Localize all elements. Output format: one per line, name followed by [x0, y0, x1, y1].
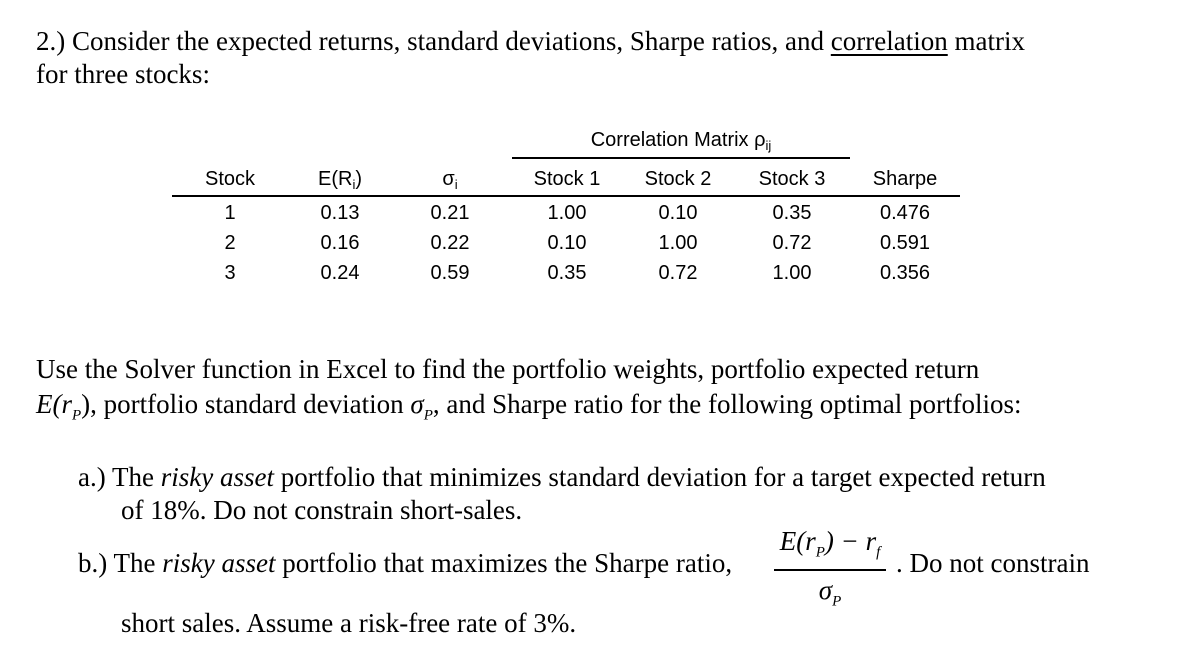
sigma-sub: P [423, 407, 433, 424]
row-2-corr-1: 0.10 [547, 232, 587, 254]
expected-return-math: E(rP [36, 389, 81, 423]
row-1-stock: 1 [224, 202, 236, 224]
part-b-label: b.) [78, 548, 108, 578]
instructions-end: , and Sharpe ratio for the following opt… [432, 389, 1022, 419]
part-a-label: a.) [78, 462, 106, 492]
row-1-sharpe: 0.476 [879, 202, 931, 224]
instructions-mid: , portfolio standard deviation [90, 389, 411, 419]
er-sub: i [352, 177, 356, 192]
instructions-line-2: E(rP), portfolio standard deviation σP, … [36, 388, 1022, 432]
row-2-er: 0.16 [320, 232, 360, 254]
row-2-sd: 0.22 [430, 232, 470, 254]
er-math-text: E(r [36, 389, 72, 419]
part-b-pre: The [113, 548, 163, 578]
num-er-sub: P [815, 544, 825, 561]
fraction-denominator: σP [774, 575, 886, 616]
row-1-corr-1: 1.00 [547, 202, 587, 224]
row-1-corr-2: 0.10 [658, 202, 698, 224]
part-a-post: portfolio that minimizes standard deviat… [273, 462, 1046, 492]
problem-intro-line-2: for three stocks: [36, 59, 210, 89]
sigma-sub: i [454, 177, 458, 192]
row-3-corr-1: 0.35 [547, 262, 587, 284]
fraction-bar [774, 569, 886, 572]
er-suffix: ) [355, 168, 362, 190]
er-math-close: ) [81, 389, 91, 419]
part-b-line-2: short sales. Assume a risk-free rate of … [121, 608, 577, 638]
sharpe-ratio-fraction: E(rP) − rf σP [774, 526, 886, 617]
sigma-label: σ [442, 168, 455, 190]
header-rule [172, 195, 960, 197]
col-header-stock-1: Stock 1 [533, 168, 601, 190]
den-sigma: σ [818, 575, 833, 606]
problem-number: 2.) [36, 26, 66, 56]
row-1-sd: 0.21 [430, 202, 470, 224]
part-a-line-1: a.) The risky asset portfolio that minim… [78, 461, 1046, 494]
correlation-matrix-label: Correlation Matrix ρ [590, 129, 766, 151]
intro-text: Consider the expected returns, standard … [72, 26, 831, 56]
part-b-italic: risky asset [162, 548, 276, 578]
num-er: E(r [779, 526, 816, 556]
intro-text-end: matrix [947, 26, 1025, 56]
rho-subscript: ij [765, 138, 772, 153]
row-3-corr-2: 0.72 [658, 262, 698, 284]
fraction-numerator: E(rP) − rf [774, 526, 886, 567]
col-header-sharpe: Sharpe [872, 168, 938, 190]
sigma-text: σ [410, 389, 424, 419]
sigma-p-math: σP [410, 389, 433, 423]
part-a-italic: risky asset [160, 462, 274, 492]
row-1-corr-3: 0.35 [772, 202, 812, 224]
part-b-line-1: b.) The risky asset portfolio that maxim… [78, 547, 732, 580]
row-3-er: 0.24 [320, 262, 360, 284]
er-math-sub: P [72, 407, 82, 424]
row-2-corr-3: 0.72 [772, 232, 812, 254]
row-1-er: 0.13 [320, 202, 360, 224]
correlation-underlined: correlation [830, 26, 948, 56]
row-3-sd: 0.59 [430, 262, 470, 284]
row-2-sharpe: 0.591 [879, 232, 931, 254]
instructions-line-1: Use the Solver function in Excel to find… [36, 354, 980, 384]
part-a-line-2: of 18%. Do not constrain short-sales. [121, 495, 523, 525]
correlation-header-rule [512, 157, 850, 159]
row-3-corr-3: 1.00 [772, 262, 812, 284]
correlation-matrix-header: Correlation Matrix ρij [512, 129, 850, 153]
row-2-corr-2: 1.00 [658, 232, 698, 254]
col-header-stock-3: Stock 3 [758, 168, 826, 190]
col-header-stock-2: Stock 2 [644, 168, 712, 190]
col-header-stock: Stock [204, 168, 256, 190]
part-b-post: portfolio that maximizes the Sharpe rati… [275, 548, 733, 578]
part-b-after-fraction: . Do not constrain [896, 548, 1090, 578]
problem-intro-line-1: 2.) Consider the expected returns, stand… [36, 25, 1025, 58]
part-a-pre: The [112, 462, 161, 492]
row-2-stock: 2 [224, 232, 236, 254]
row-3-sharpe: 0.356 [879, 262, 931, 284]
num-rf-sub: f [876, 544, 881, 561]
row-3-stock: 3 [224, 262, 236, 284]
num-rest: ) − r [824, 526, 877, 556]
den-sigma-sub: P [832, 593, 842, 610]
col-header-std-dev: σi [405, 168, 495, 192]
er-label: E(R [317, 168, 353, 190]
col-header-expected-return: E(Ri) [290, 168, 390, 192]
